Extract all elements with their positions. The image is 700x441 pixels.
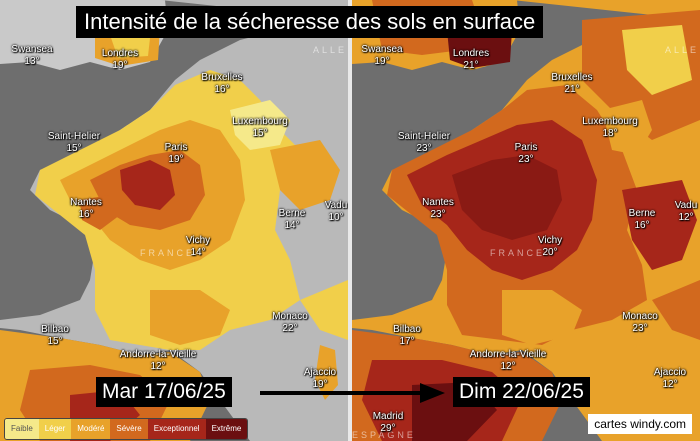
city-nantes[interactable]: Nantes 23°	[422, 197, 454, 220]
city-swansea[interactable]: Swansea 13°	[11, 44, 53, 67]
city-monaco[interactable]: Monaco 23°	[622, 311, 658, 334]
legend-faible: Faible	[5, 419, 39, 439]
legend-leger: Léger	[38, 419, 72, 439]
city-berne[interactable]: Berne 14°	[278, 208, 306, 231]
panel-divider	[348, 0, 352, 441]
city-londres[interactable]: Londres 19°	[101, 48, 139, 71]
legend-exceptionnel: Exceptionnel	[147, 419, 206, 439]
arrow-right-icon	[260, 383, 445, 403]
country-label: ALLE	[665, 45, 700, 55]
city-bilbao[interactable]: Bilbao 17°	[393, 324, 421, 347]
city-luxembourg[interactable]: Luxembourg 15°	[232, 116, 288, 139]
country-label: ALLE	[313, 45, 348, 55]
country-label: ESPAGNE	[352, 430, 416, 440]
date-label-right: Dim 22/06/25	[453, 377, 590, 407]
credit-label[interactable]: cartes windy.com	[588, 414, 692, 434]
city-vadu[interactable]: Vadu 10°	[324, 200, 348, 223]
city-luxembourg[interactable]: Luxembourg 18°	[582, 116, 638, 139]
date-label-left: Mar 17/06/25	[96, 377, 232, 407]
city-nantes[interactable]: Nantes 16°	[70, 197, 102, 220]
city-bruxelles[interactable]: Bruxelles 16°	[201, 72, 243, 95]
city-bruxelles[interactable]: Bruxelles 21°	[551, 72, 593, 95]
drought-map-right	[352, 0, 700, 441]
city-saint-helier[interactable]: Saint-Helier 23°	[397, 131, 451, 154]
city-paris[interactable]: Paris 23°	[514, 142, 538, 165]
city-vichy[interactable]: Vichy 14°	[185, 235, 211, 258]
city-vichy[interactable]: Vichy 20°	[537, 235, 563, 258]
city-ajaccio[interactable]: Ajaccio 19°	[303, 367, 337, 390]
city-vadu[interactable]: Vadu 12°	[674, 200, 698, 223]
country-label: FRANCE	[140, 248, 196, 258]
city-andorre-la-vieille[interactable]: Andorre-la-Vieille 12°	[119, 349, 197, 372]
legend-modere: Modéré	[71, 419, 111, 439]
city-paris[interactable]: Paris 19°	[164, 142, 188, 165]
city-madrid[interactable]: Madrid 29°	[372, 411, 404, 434]
city-ajaccio[interactable]: Ajaccio 12°	[653, 367, 687, 390]
legend-extreme: Extrême	[205, 419, 248, 439]
drought-legend: Faible Léger Modéré Sévère Exceptionnel …	[4, 418, 249, 440]
city-londres[interactable]: Londres 21°	[452, 48, 490, 71]
city-bilbao[interactable]: Bilbao 15°	[41, 324, 69, 347]
country-label: FRANCE	[490, 248, 546, 258]
city-monaco[interactable]: Monaco 22°	[272, 311, 308, 334]
map-title: Intensité de la sécheresse des sols en s…	[76, 6, 544, 38]
city-berne[interactable]: Berne 16°	[628, 208, 656, 231]
city-swansea[interactable]: Swansea 19°	[361, 44, 403, 67]
map-panel-left[interactable]: FRANCE ALLE Swansea 13° Londres 19° Bruxel…	[0, 0, 348, 441]
city-saint-helier[interactable]: Saint-Helier 15°	[47, 131, 101, 154]
legend-severe: Sévère	[110, 419, 148, 439]
city-andorre-la-vieille[interactable]: Andorre-la-Vieille 12°	[469, 349, 547, 372]
map-panel-right[interactable]: FRANCE ALLE ESPAGNE Swansea 19° Londres 21…	[352, 0, 700, 441]
